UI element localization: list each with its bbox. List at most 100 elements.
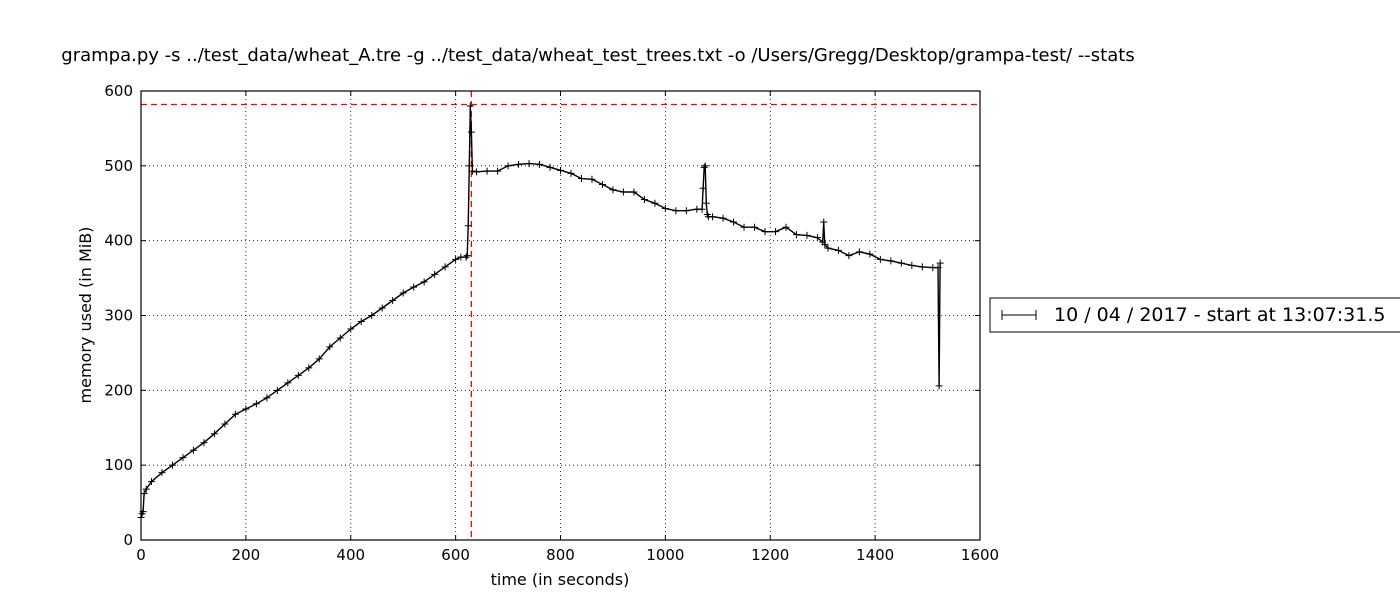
data-point-marker — [473, 168, 481, 176]
data-point-marker — [515, 160, 523, 168]
data-point-marker — [399, 289, 407, 297]
data-point-marker — [834, 246, 842, 254]
data-point-marker — [494, 167, 502, 175]
data-point-marker — [730, 218, 738, 226]
y-tick-label: 200 — [104, 381, 133, 399]
y-axis-label: memory used (in MiB) — [76, 227, 95, 404]
data-point-marker — [699, 184, 707, 192]
x-tick-label: 1400 — [856, 546, 894, 564]
data-point-marker — [525, 160, 533, 168]
y-tick-label: 0 — [123, 531, 133, 549]
x-tick-label: 0 — [136, 546, 146, 564]
data-point-marker — [189, 446, 197, 454]
data-point-marker — [368, 312, 376, 319]
data-point-marker — [389, 297, 397, 305]
data-point-marker — [536, 160, 544, 168]
data-point-marker — [210, 430, 218, 438]
data-point-marker — [702, 199, 710, 207]
data-point-marker — [465, 162, 473, 170]
data-point-marker — [761, 228, 769, 236]
data-point-marker — [719, 214, 727, 222]
data-point-marker — [441, 263, 449, 271]
data-point-marker — [661, 204, 669, 212]
data-point-marker — [820, 218, 828, 226]
data-point-marker — [803, 231, 811, 239]
data-point-marker — [792, 231, 800, 239]
y-tick-label: 400 — [104, 232, 133, 250]
data-point-marker — [908, 261, 916, 269]
data-point-marker — [467, 128, 475, 136]
data-point-marker — [410, 283, 418, 291]
data-point-marker — [504, 162, 512, 170]
legend-label: 10 / 04 / 2017 - start at 13:07:31.5 — [1054, 304, 1386, 326]
data-point-marker — [918, 263, 926, 271]
data-point-marker — [464, 222, 472, 230]
series-line — [140, 105, 941, 518]
data-point-marker — [577, 175, 585, 183]
data-point-marker — [305, 364, 313, 372]
data-point-marker — [326, 343, 334, 351]
data-point-marker — [452, 255, 460, 263]
data-point-marker — [462, 253, 470, 261]
data-point-marker — [294, 371, 302, 379]
data-point-marker — [701, 162, 709, 170]
data-point-marker — [588, 175, 596, 183]
data-point-marker — [483, 167, 491, 175]
data-point-marker — [640, 196, 648, 204]
data-point-marker — [158, 469, 166, 477]
data-point-marker — [855, 248, 863, 256]
data-point-marker — [897, 259, 905, 267]
data-point-marker — [284, 379, 292, 387]
y-tick-label: 600 — [104, 82, 133, 100]
data-point-marker — [887, 257, 895, 265]
data-point-marker — [140, 490, 148, 498]
data-point-marker — [273, 386, 281, 394]
x-axis-label: time (in seconds) — [491, 570, 630, 589]
plot-frame — [140, 90, 981, 541]
data-point-marker — [557, 166, 564, 174]
y-tick-label: 300 — [104, 307, 133, 325]
data-point-marker — [845, 252, 853, 260]
data-point-marker — [263, 394, 271, 402]
data-point-marker — [598, 181, 606, 189]
data-point-marker — [378, 304, 386, 312]
data-point-marker — [142, 485, 150, 493]
data-point-marker — [866, 250, 874, 258]
data-point-marker — [751, 223, 759, 231]
data-point-marker — [147, 478, 155, 486]
x-tick-label: 600 — [441, 546, 470, 564]
data-point-marker — [347, 325, 355, 333]
data-point-marker — [813, 234, 821, 242]
data-point-marker — [682, 207, 690, 215]
data-point-marker — [242, 405, 250, 413]
legend-frame — [989, 297, 1400, 333]
data-point-marker — [936, 259, 944, 267]
data-point-marker — [420, 278, 428, 286]
data-point-marker — [252, 400, 260, 408]
data-point-marker — [821, 240, 829, 248]
data-point-marker — [466, 102, 474, 110]
data-point-marker — [200, 439, 208, 447]
x-tick-label: 400 — [336, 546, 365, 564]
data-point-marker — [231, 410, 239, 418]
data-point-marker — [619, 188, 627, 196]
data-point-marker — [630, 188, 638, 196]
data-point-marker — [463, 252, 471, 260]
data-point-marker — [315, 355, 323, 363]
data-point-marker — [700, 163, 708, 171]
x-tick-label: 1200 — [751, 546, 789, 564]
plot-area: 0 200 400 600 800 1000 1200 1400 1600 0 100 200 300 4… — [104, 82, 999, 564]
data-point-marker — [782, 223, 790, 231]
data-point-marker — [651, 199, 659, 207]
data-point-marker — [934, 264, 942, 272]
legend: 10 / 04 / 2017 - start at 13:07:31.5 — [989, 297, 1400, 333]
data-point-marker — [740, 223, 748, 231]
data-point-marker — [221, 420, 229, 428]
data-point-marker — [709, 213, 717, 221]
x-tick-label: 800 — [546, 546, 575, 564]
chart-title: grampa.py -s ../test_data/wheat_A.tre -g… — [61, 45, 1134, 66]
data-point-marker — [546, 163, 554, 171]
y-tick-label: 500 — [104, 157, 133, 175]
data-point-marker — [567, 169, 575, 177]
